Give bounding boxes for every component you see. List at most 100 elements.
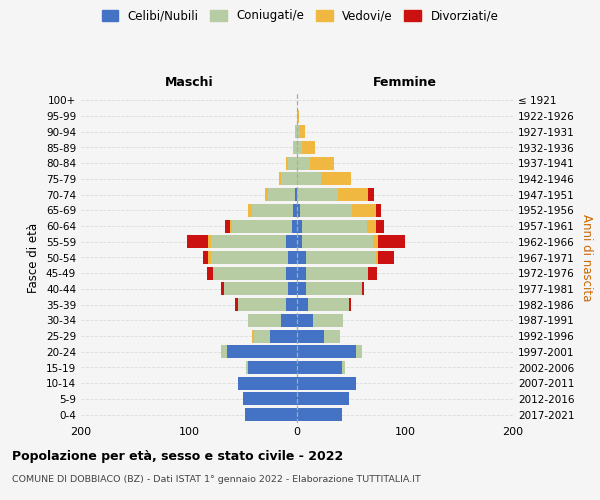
- Bar: [238, 377, 297, 390]
- Bar: [221, 282, 224, 296]
- Bar: [362, 282, 364, 296]
- Bar: [297, 110, 299, 122]
- Bar: [270, 330, 297, 342]
- Bar: [297, 157, 310, 170]
- Y-axis label: Anni di nascita: Anni di nascita: [580, 214, 593, 301]
- Bar: [302, 236, 373, 248]
- Bar: [376, 220, 385, 232]
- Bar: [248, 314, 281, 327]
- Bar: [305, 267, 368, 280]
- Bar: [278, 172, 281, 186]
- Bar: [243, 392, 297, 406]
- Bar: [376, 204, 381, 217]
- Bar: [297, 251, 305, 264]
- Bar: [265, 188, 268, 201]
- Bar: [297, 172, 321, 186]
- Bar: [289, 251, 297, 264]
- Text: Maschi: Maschi: [164, 76, 214, 89]
- Bar: [297, 346, 356, 358]
- Bar: [297, 392, 349, 406]
- Bar: [208, 236, 211, 248]
- Bar: [245, 408, 297, 421]
- Bar: [286, 298, 297, 311]
- Bar: [368, 188, 374, 201]
- Bar: [310, 157, 334, 170]
- Bar: [338, 188, 368, 201]
- Bar: [297, 330, 324, 342]
- Bar: [227, 346, 297, 358]
- Bar: [251, 330, 254, 342]
- Bar: [343, 361, 344, 374]
- Bar: [221, 346, 227, 358]
- Bar: [281, 172, 297, 186]
- Bar: [293, 204, 297, 217]
- Text: COMUNE DI DOBBIACO (BZ) - Dati ISTAT 1° gennaio 2022 - Elaborazione TUTTITALIA.I: COMUNE DI DOBBIACO (BZ) - Dati ISTAT 1° …: [12, 475, 421, 484]
- Bar: [248, 204, 251, 217]
- Bar: [297, 282, 305, 296]
- Bar: [251, 204, 293, 217]
- Bar: [211, 251, 289, 264]
- Bar: [378, 251, 394, 264]
- Bar: [295, 188, 297, 201]
- Bar: [297, 126, 299, 138]
- Bar: [286, 236, 297, 248]
- Bar: [356, 346, 362, 358]
- Bar: [352, 204, 376, 217]
- Bar: [297, 267, 305, 280]
- Bar: [238, 298, 286, 311]
- Bar: [232, 220, 292, 232]
- Bar: [297, 377, 356, 390]
- Text: Popolazione per età, sesso e stato civile - 2022: Popolazione per età, sesso e stato civil…: [12, 450, 343, 463]
- Bar: [295, 126, 297, 138]
- Bar: [230, 220, 232, 232]
- Bar: [292, 220, 297, 232]
- Bar: [248, 361, 297, 374]
- Bar: [302, 220, 367, 232]
- Bar: [297, 204, 300, 217]
- Bar: [349, 298, 351, 311]
- Bar: [289, 157, 297, 170]
- Bar: [224, 220, 230, 232]
- Bar: [293, 141, 297, 154]
- Bar: [211, 236, 286, 248]
- Bar: [299, 126, 305, 138]
- Bar: [286, 157, 289, 170]
- Bar: [300, 204, 352, 217]
- Legend: Celibi/Nubili, Coniugati/e, Vedovi/e, Divorziati/e: Celibi/Nubili, Coniugati/e, Vedovi/e, Di…: [98, 6, 502, 26]
- Bar: [187, 236, 208, 248]
- Bar: [297, 361, 343, 374]
- Bar: [286, 267, 297, 280]
- Bar: [224, 282, 289, 296]
- Bar: [373, 236, 378, 248]
- Bar: [376, 251, 378, 264]
- Bar: [367, 220, 376, 232]
- Bar: [208, 251, 211, 264]
- Bar: [305, 251, 376, 264]
- Bar: [305, 282, 362, 296]
- Bar: [246, 361, 248, 374]
- Bar: [268, 188, 295, 201]
- Y-axis label: Fasce di età: Fasce di età: [28, 222, 40, 292]
- Bar: [308, 298, 349, 311]
- Bar: [213, 267, 286, 280]
- Bar: [302, 141, 316, 154]
- Bar: [281, 314, 297, 327]
- Bar: [208, 267, 213, 280]
- Bar: [368, 267, 377, 280]
- Bar: [297, 408, 343, 421]
- Bar: [297, 141, 302, 154]
- Text: Femmine: Femmine: [373, 76, 437, 89]
- Bar: [297, 236, 302, 248]
- Bar: [297, 188, 338, 201]
- Bar: [321, 172, 351, 186]
- Bar: [203, 251, 208, 264]
- Bar: [235, 298, 238, 311]
- Bar: [324, 330, 340, 342]
- Bar: [297, 298, 308, 311]
- Bar: [254, 330, 270, 342]
- Bar: [297, 220, 302, 232]
- Bar: [297, 314, 313, 327]
- Bar: [378, 236, 405, 248]
- Bar: [289, 282, 297, 296]
- Bar: [313, 314, 343, 327]
